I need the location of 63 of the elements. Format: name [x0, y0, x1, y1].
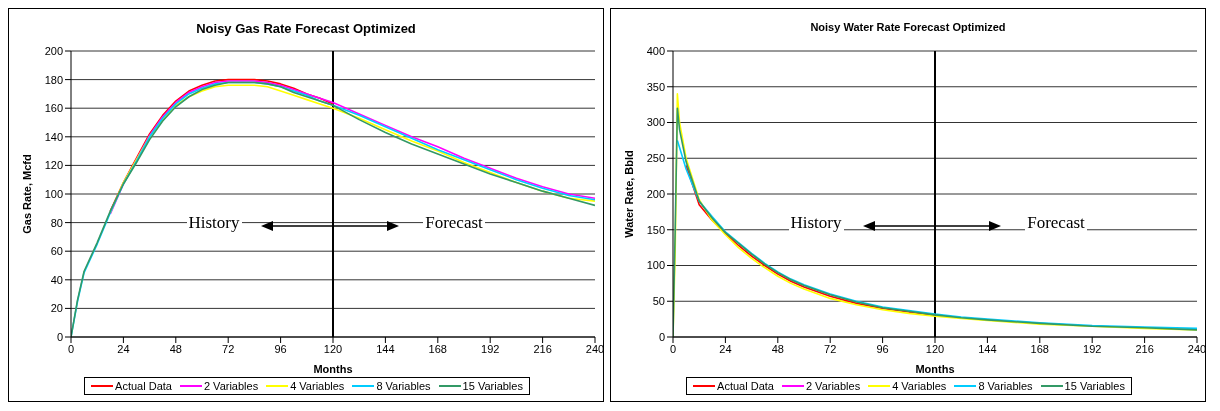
line-series [676, 139, 1197, 330]
chart-title: Noisy Water Rate Forecast Optimized [809, 21, 1007, 35]
chart-title: Noisy Gas Rate Forecast Optimized [195, 21, 417, 38]
y-tick-label: 150 [646, 223, 665, 236]
y-tick-label: 80 [50, 216, 63, 229]
x-tick-label: 120 [925, 342, 945, 355]
x-axis-title: Months [313, 363, 353, 375]
legend-label: Actual Data [716, 380, 774, 392]
annotation: Forecast [423, 213, 485, 232]
x-tick-label: 240 [585, 342, 605, 355]
x-tick-label: 72 [824, 342, 837, 355]
y-tick-label: 180 [44, 73, 63, 86]
x-tick-label: 96 [876, 342, 889, 355]
x-tick-label: 120 [323, 342, 343, 355]
annotation: History [186, 213, 242, 232]
legend-label: 4 Variables [289, 380, 345, 392]
legend-label: 2 Variables [804, 380, 861, 392]
x-tick-label: 144 [376, 342, 395, 355]
y-tick-label: 250 [646, 152, 665, 165]
y-tick-label: 160 [44, 102, 63, 115]
y-tick-label: 40 [50, 273, 63, 286]
x-tick-label: 168 [1030, 342, 1049, 355]
legend-label: 4 Variables [891, 380, 947, 392]
x-tick-label: 192 [1083, 342, 1102, 355]
y-axis-title: Gas Rate, Mcfd [20, 154, 33, 234]
x-tick-label: 72 [222, 342, 235, 355]
legend-label: Actual Data [114, 380, 172, 392]
legend-label: 2 Variables [202, 380, 259, 392]
legend-label: 8 Variables [977, 380, 1033, 392]
x-tick-label: 216 [533, 342, 552, 355]
y-tick-label: 100 [44, 187, 63, 200]
legend-label: 15 Variables [461, 380, 523, 392]
x-tick-label: 0 [669, 342, 677, 355]
x-tick-label: 48 [169, 342, 182, 355]
y-tick-label: 350 [646, 80, 665, 93]
x-tick-label: 96 [274, 342, 287, 355]
y-tick-label: 120 [44, 159, 63, 172]
y-tick-label: 0 [56, 330, 63, 343]
x-tick-label: 192 [481, 342, 500, 355]
x-axis-title: Months [915, 363, 955, 375]
x-tick-label: 24 [117, 342, 130, 355]
y-tick-label: 20 [50, 302, 63, 315]
legend-label: 8 Variables [375, 380, 431, 392]
y-tick-label: 0 [658, 330, 665, 343]
annotation: History [788, 213, 844, 232]
y-axis-title: Water Rate, Bbld [622, 150, 635, 238]
x-tick-label: 48 [771, 342, 784, 355]
y-tick-label: 200 [646, 187, 665, 200]
x-tick-label: 240 [1187, 342, 1207, 355]
y-tick-label: 100 [646, 259, 665, 272]
y-tick-label: 140 [44, 130, 63, 143]
y-tick-label: 60 [50, 245, 63, 258]
legend-label: 15 Variables [1063, 380, 1125, 392]
annotation: Forecast [1025, 213, 1087, 232]
x-tick-label: 24 [719, 342, 732, 355]
y-tick-label: 200 [44, 44, 63, 57]
x-tick-label: 168 [428, 342, 447, 355]
y-tick-label: 50 [652, 295, 665, 308]
y-tick-label: 400 [646, 44, 665, 57]
x-tick-label: 144 [978, 342, 997, 355]
x-tick-label: 216 [1135, 342, 1154, 355]
y-tick-label: 300 [646, 116, 665, 129]
x-tick-label: 0 [67, 342, 75, 355]
